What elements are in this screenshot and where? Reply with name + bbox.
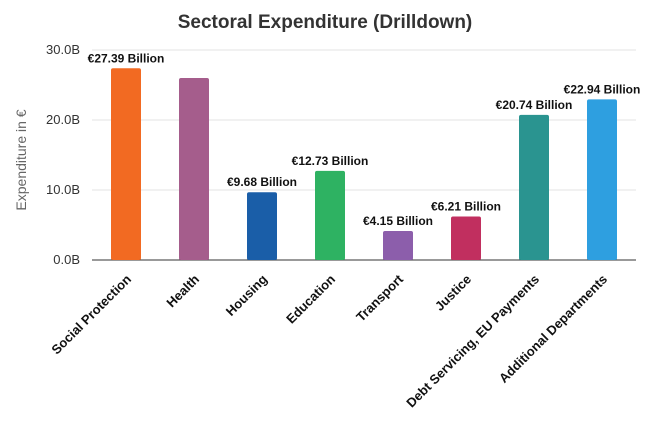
data-label: €27.39 Billion	[88, 51, 165, 65]
data-label: €20.74 Billion	[496, 98, 573, 112]
data-label: €6.21 Billion	[431, 200, 501, 214]
bar	[383, 230, 413, 260]
data-labels: €27.39 Billion €9.68 Billion €12.73 Billio…	[88, 51, 641, 228]
data-label: €22.94 Billion	[564, 82, 641, 96]
bar	[179, 78, 209, 260]
x-tick-label: Additional Departments	[496, 272, 610, 386]
chart-title: Sectoral Expenditure (Drilldown)	[178, 12, 473, 33]
x-tick-label: Debt Servicing, EU Payments	[403, 272, 542, 411]
bars	[111, 68, 617, 261]
y-tick-label: 0.0B	[53, 252, 80, 267]
x-tick-label: Education	[283, 271, 338, 326]
data-label: €12.73 Billion	[292, 154, 369, 168]
x-tick-label: Housing	[223, 271, 270, 318]
bar	[587, 99, 617, 260]
x-tick-label: Justice	[432, 272, 474, 314]
y-tick-label: 10.0B	[46, 182, 80, 197]
y-axis-label: Expenditure in €	[13, 109, 29, 210]
bar	[519, 114, 549, 260]
x-tick-label: Transport	[353, 271, 406, 324]
data-label: €9.68 Billion	[227, 175, 297, 189]
data-label: €4.15 Billion	[363, 214, 433, 228]
x-tick-label: Social Protection	[48, 271, 134, 357]
y-axis-ticks: 0.0B 10.0B 20.0B 30.0B	[46, 42, 80, 267]
bar	[111, 68, 141, 261]
x-tick-label: Health	[163, 271, 202, 310]
y-tick-label: 30.0B	[46, 42, 80, 57]
bar	[315, 170, 345, 260]
bar	[247, 192, 277, 260]
y-tick-label: 20.0B	[46, 112, 80, 127]
x-axis-ticks: Social Protection Health Housing Education T…	[48, 271, 610, 410]
bar	[451, 216, 481, 260]
